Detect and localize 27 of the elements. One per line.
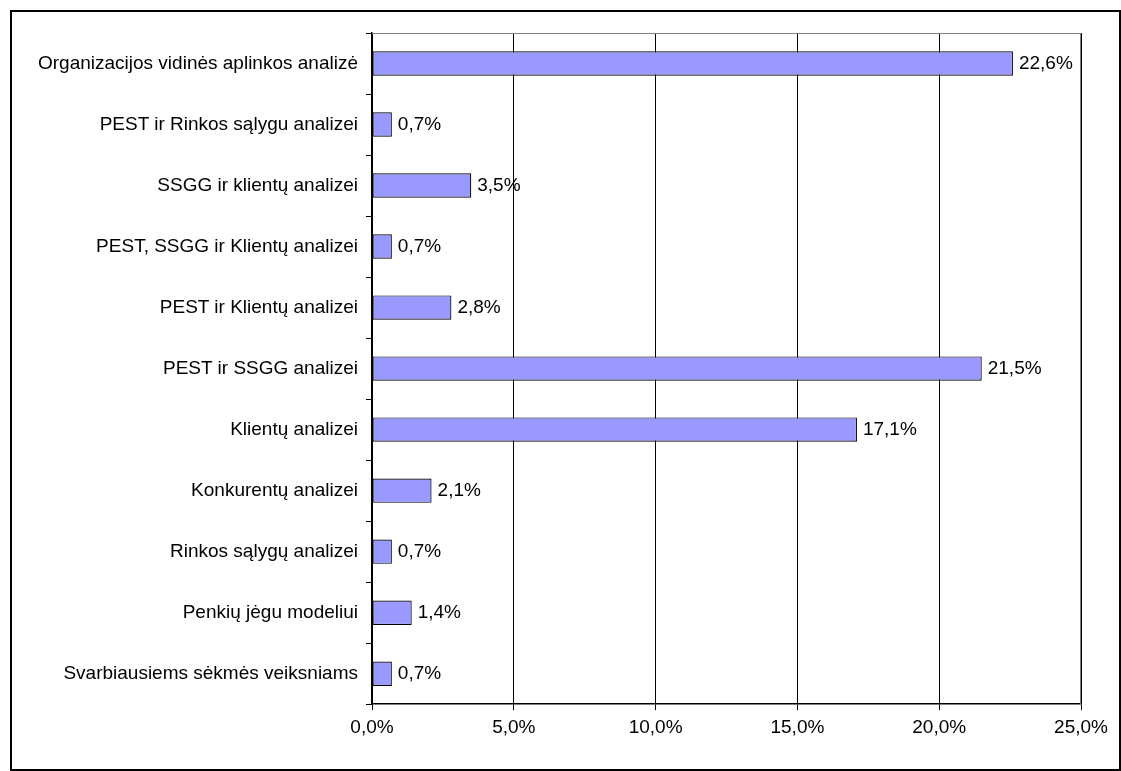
data-label: 21,5% — [987, 356, 1042, 378]
data-label: 22,6% — [1018, 51, 1073, 73]
x-tick-label: 5,0% — [492, 715, 536, 737]
y-tick-label: Svarbiausiems sėkmės veiksniams — [63, 661, 358, 683]
y-tick-label: Konkurentų analizei — [191, 478, 358, 500]
y-tick-label: PEST ir Rinkos sąlygu analizei — [99, 112, 358, 134]
data-label: 1,4% — [417, 600, 462, 622]
y-tick-label: Rinkos sąlygų analizei — [170, 539, 358, 561]
y-tick-label: Organizacijos vidinės aplinkos analizė — [37, 51, 358, 73]
data-label: 0,7% — [397, 539, 442, 561]
y-tick-label: PEST ir SSGG analizei — [162, 356, 358, 378]
data-label: 0,7% — [397, 234, 442, 256]
y-tick-label: SSGG ir klientų analizei — [157, 173, 358, 195]
y-tick-label: Penkių jėgu modeliui — [182, 600, 358, 622]
data-label: 17,1% — [862, 417, 917, 439]
x-tick-label: 15,0% — [770, 715, 825, 737]
data-label: 0,7% — [397, 661, 442, 683]
x-tick-label: 10,0% — [628, 715, 683, 737]
data-label: 2,1% — [437, 478, 481, 500]
y-tick-label: Klientų analizei — [230, 417, 358, 439]
y-tick-label: PEST, SSGG ir Klientų analizei — [96, 234, 358, 256]
y-tick-label: PEST ir Klientų analizei — [159, 295, 358, 317]
data-label: 0,7% — [397, 112, 442, 134]
x-tick-label: 25,0% — [1054, 715, 1109, 737]
data-label: 2,8% — [457, 295, 501, 317]
x-tick-label: 0,0% — [350, 715, 394, 737]
x-tick-label: 20,0% — [912, 715, 967, 737]
